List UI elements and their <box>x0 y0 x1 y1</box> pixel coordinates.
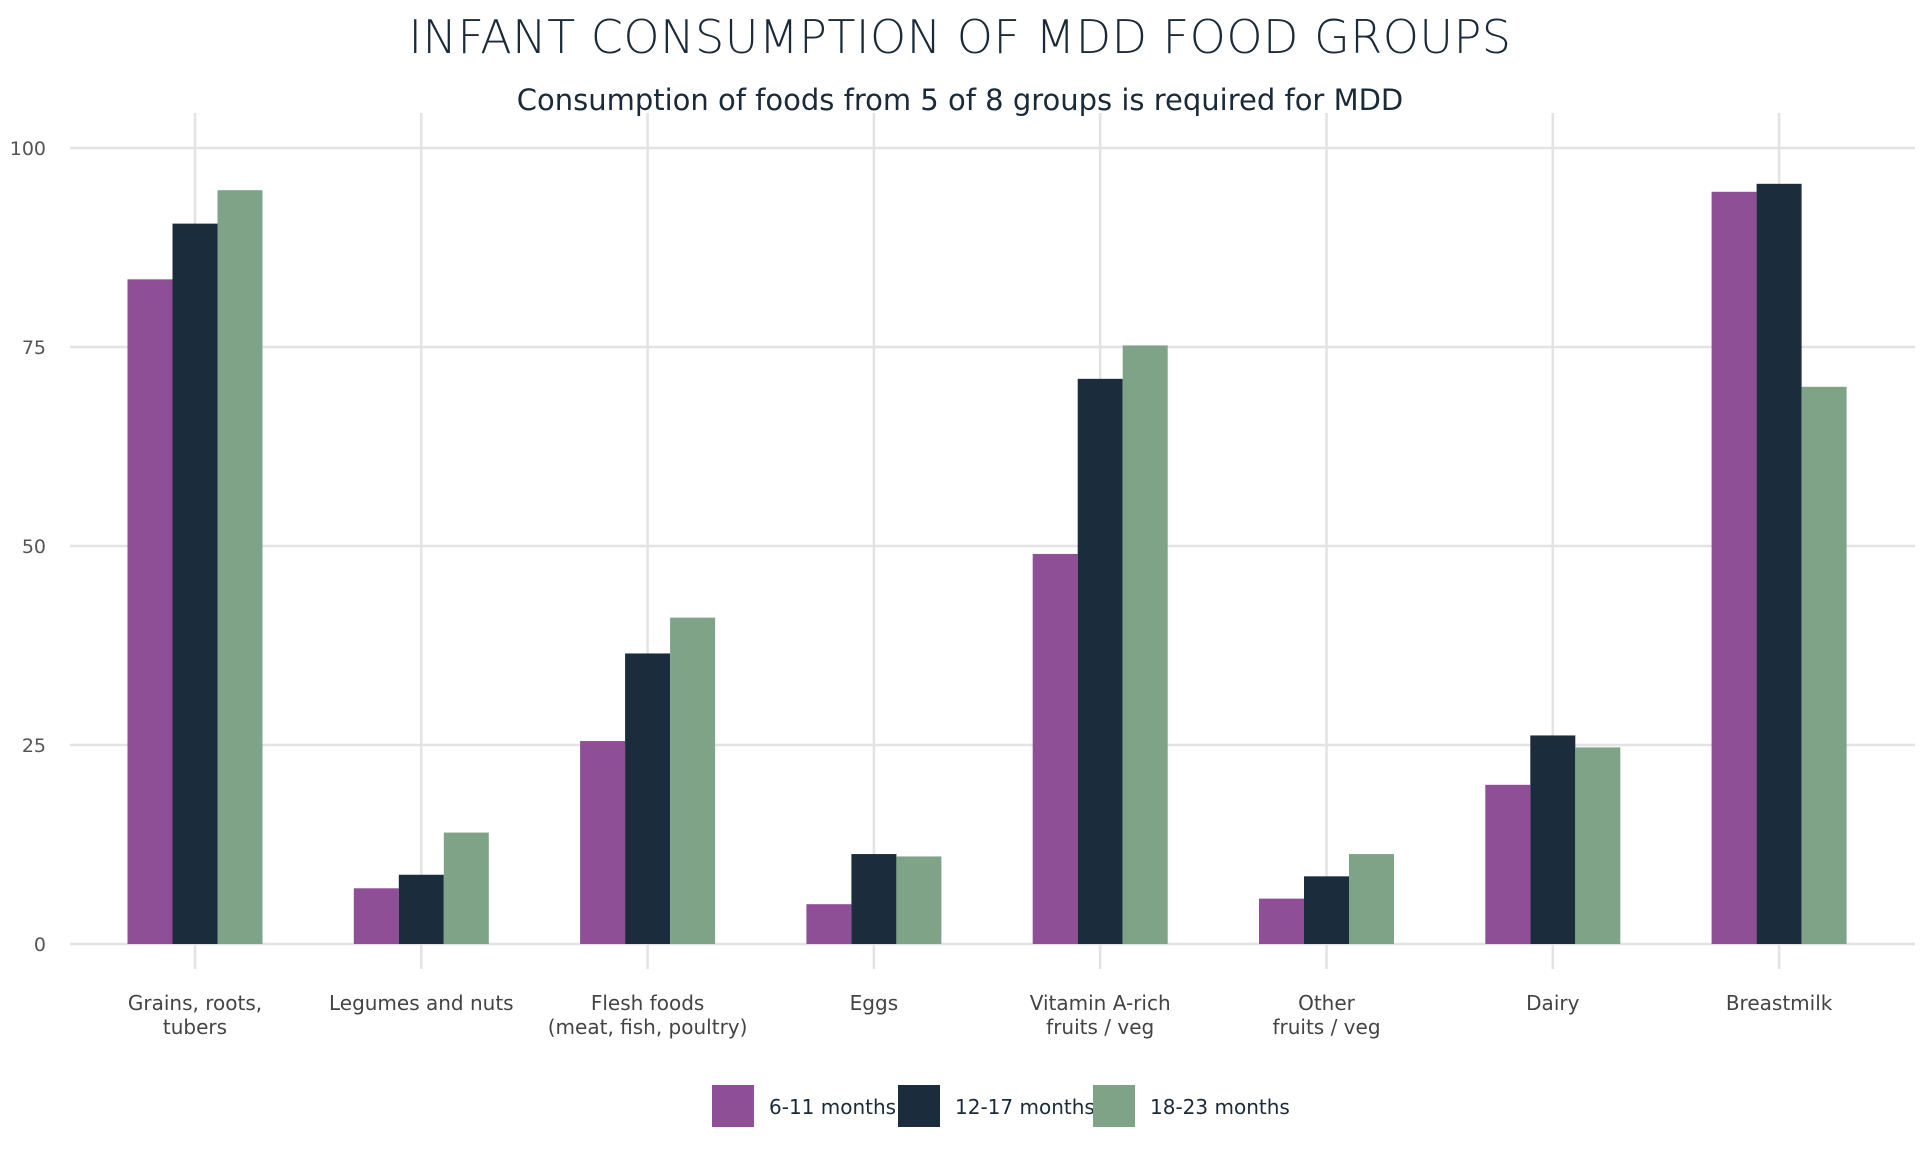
bar <box>1032 553 1078 944</box>
grid-lines <box>70 113 1915 969</box>
x-tick-label-line: fruits / veg <box>1046 1015 1154 1039</box>
bar <box>443 832 489 944</box>
x-axis-ticks: Grains, roots, tubers Legumes and nuts Fles… <box>128 991 1833 1039</box>
chart-subtitle: Consumption of foods from 5 of 8 groups … <box>516 83 1404 117</box>
bar <box>1077 378 1123 945</box>
bar <box>127 279 173 945</box>
bar <box>1756 183 1802 944</box>
x-tick-label-line: Flesh foods <box>591 991 704 1015</box>
bar <box>1304 876 1349 944</box>
bar <box>580 741 626 944</box>
bar <box>217 190 263 945</box>
bar <box>1485 784 1531 944</box>
y-tick-label: 50 <box>22 536 46 558</box>
x-tick-label-line: Dairy <box>1526 991 1579 1015</box>
x-tick-label-line: Eggs <box>850 991 898 1015</box>
bar <box>1530 735 1576 944</box>
x-tick-label: Vitamin A-rich fruits / veg <box>1030 991 1171 1039</box>
x-tick-label: Other fruits / veg <box>1272 991 1380 1039</box>
x-tick-label-line: Grains, roots, <box>128 991 262 1015</box>
bar <box>1122 345 1168 945</box>
x-tick-label: Eggs <box>850 991 898 1015</box>
legend-label: 6-11 months <box>769 1095 896 1119</box>
bar <box>1711 191 1757 944</box>
y-tick-label: 0 <box>34 934 46 956</box>
legend-swatch <box>898 1085 940 1127</box>
y-tick-label: 25 <box>22 735 46 757</box>
chart-title: INFANT CONSUMPTION OF MDD FOOD GROUPS <box>408 10 1512 64</box>
legend-label: 12-17 months <box>955 1095 1095 1119</box>
x-tick-label-line: Breastmilk <box>1726 991 1833 1015</box>
bar <box>670 617 716 944</box>
bar <box>1575 747 1621 944</box>
x-tick-label: Dairy <box>1526 991 1579 1015</box>
legend-swatch <box>1093 1085 1135 1127</box>
x-tick-label-line: (meat, fish, poultry) <box>548 1015 748 1039</box>
x-tick-label-line: Vitamin A-rich <box>1030 991 1171 1015</box>
legend: 6-11 months 12-17 months 18-23 months <box>712 1085 1290 1127</box>
x-tick-label-line: Legumes and nuts <box>329 991 514 1015</box>
bar <box>353 888 399 944</box>
y-tick-label: 100 <box>10 138 46 160</box>
x-tick-label: Flesh foods (meat, fish, poultry) <box>548 991 748 1039</box>
y-tick-label: 75 <box>22 337 46 359</box>
x-tick-label-line: tubers <box>163 1015 227 1039</box>
x-tick-label-line: Other <box>1298 991 1356 1015</box>
legend-swatch <box>712 1085 754 1127</box>
x-tick-label: Grains, roots, tubers <box>128 991 262 1039</box>
bar <box>896 856 942 944</box>
x-tick-label: Legumes and nuts <box>329 991 514 1015</box>
bar <box>1801 386 1847 944</box>
bar <box>398 874 444 944</box>
bars <box>127 183 1847 945</box>
bar <box>172 223 218 944</box>
y-axis-ticks: 0 25 50 75 100 <box>10 138 46 956</box>
bar <box>1349 854 1394 944</box>
legend-label: 18-23 months <box>1150 1095 1290 1119</box>
bar <box>1259 898 1304 944</box>
bar <box>851 854 897 944</box>
bar <box>806 904 852 944</box>
x-tick-label-line: fruits / veg <box>1272 1015 1380 1039</box>
bar <box>625 653 671 944</box>
x-tick-label: Breastmilk <box>1726 991 1833 1015</box>
